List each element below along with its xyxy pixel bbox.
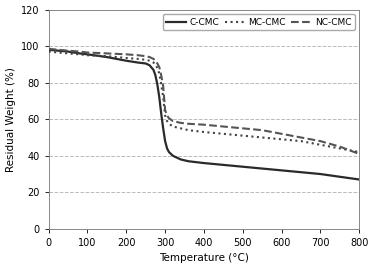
MC-CMC	[186, 129, 191, 132]
NC-CMC	[260, 129, 264, 132]
NC-CMC	[221, 125, 226, 128]
MC-CMC	[155, 66, 160, 70]
NC-CMC	[105, 52, 109, 55]
C-CMC	[46, 48, 51, 51]
C-CMC	[165, 147, 169, 150]
MC-CMC	[136, 57, 140, 61]
MC-CMC	[147, 59, 152, 62]
C-CMC	[171, 154, 175, 157]
C-CMC	[186, 160, 191, 163]
Line: MC-CMC: MC-CMC	[49, 52, 359, 152]
C-CMC	[136, 61, 140, 64]
C-CMC	[357, 178, 362, 181]
MC-CMC	[124, 56, 129, 60]
MC-CMC	[161, 96, 165, 99]
NC-CMC	[240, 127, 245, 130]
MC-CMC	[221, 132, 226, 136]
MC-CMC	[171, 125, 175, 128]
NC-CMC	[46, 47, 51, 51]
NC-CMC	[202, 123, 206, 126]
MC-CMC	[144, 58, 148, 61]
NC-CMC	[157, 66, 162, 69]
C-CMC	[260, 167, 264, 170]
C-CMC	[66, 50, 70, 53]
MC-CMC	[56, 51, 61, 54]
NC-CMC	[161, 85, 165, 88]
C-CMC	[153, 74, 158, 77]
NC-CMC	[186, 122, 191, 125]
MC-CMC	[178, 127, 183, 130]
C-CMC	[77, 52, 82, 55]
C-CMC	[151, 68, 156, 72]
C-CMC	[147, 64, 152, 67]
C-CMC	[299, 171, 303, 174]
C-CMC	[279, 169, 284, 172]
MC-CMC	[85, 54, 90, 57]
MC-CMC	[153, 63, 158, 66]
NC-CMC	[136, 54, 140, 57]
C-CMC	[202, 161, 206, 165]
MC-CMC	[240, 134, 245, 137]
NC-CMC	[338, 145, 342, 148]
MC-CMC	[77, 53, 82, 56]
MC-CMC	[151, 61, 156, 64]
C-CMC	[221, 163, 226, 167]
MC-CMC	[167, 122, 171, 125]
NC-CMC	[56, 48, 61, 51]
NC-CMC	[77, 50, 82, 53]
NC-CMC	[124, 53, 129, 56]
C-CMC	[124, 59, 129, 62]
C-CMC	[178, 158, 183, 161]
NC-CMC	[155, 62, 160, 65]
NC-CMC	[159, 74, 163, 77]
Line: NC-CMC: NC-CMC	[49, 49, 359, 154]
NC-CMC	[147, 55, 152, 59]
NC-CMC	[279, 132, 284, 136]
C-CMC	[157, 96, 162, 99]
NC-CMC	[167, 117, 171, 120]
C-CMC	[167, 150, 171, 154]
C-CMC	[240, 165, 245, 168]
MC-CMC	[66, 52, 70, 55]
NC-CMC	[144, 55, 148, 58]
MC-CMC	[157, 72, 162, 75]
MC-CMC	[357, 150, 362, 154]
MC-CMC	[299, 140, 303, 143]
MC-CMC	[318, 143, 323, 146]
NC-CMC	[318, 140, 323, 143]
NC-CMC	[178, 121, 183, 125]
Y-axis label: Residual Weight (%): Residual Weight (%)	[6, 67, 16, 172]
C-CMC	[161, 127, 165, 130]
C-CMC	[155, 83, 160, 86]
C-CMC	[56, 49, 61, 52]
MC-CMC	[163, 114, 167, 117]
NC-CMC	[85, 51, 90, 54]
Line: C-CMC: C-CMC	[49, 50, 359, 179]
MC-CMC	[279, 138, 284, 141]
NC-CMC	[151, 57, 156, 61]
NC-CMC	[153, 59, 158, 62]
NC-CMC	[66, 49, 70, 52]
MC-CMC	[159, 83, 163, 86]
MC-CMC	[260, 136, 264, 139]
C-CMC	[85, 53, 90, 56]
NC-CMC	[299, 136, 303, 139]
C-CMC	[318, 172, 323, 176]
MC-CMC	[202, 130, 206, 134]
C-CMC	[105, 55, 109, 59]
C-CMC	[159, 112, 163, 115]
MC-CMC	[165, 119, 169, 123]
C-CMC	[338, 175, 342, 178]
NC-CMC	[165, 114, 169, 117]
MC-CMC	[338, 147, 342, 150]
NC-CMC	[357, 152, 362, 155]
NC-CMC	[171, 119, 175, 123]
NC-CMC	[163, 108, 167, 112]
MC-CMC	[46, 50, 51, 53]
Legend: C-CMC, MC-CMC, NC-CMC: C-CMC, MC-CMC, NC-CMC	[163, 14, 355, 30]
X-axis label: Temperature (°C): Temperature (°C)	[159, 253, 249, 263]
MC-CMC	[105, 55, 109, 58]
C-CMC	[163, 140, 167, 143]
C-CMC	[144, 62, 148, 65]
